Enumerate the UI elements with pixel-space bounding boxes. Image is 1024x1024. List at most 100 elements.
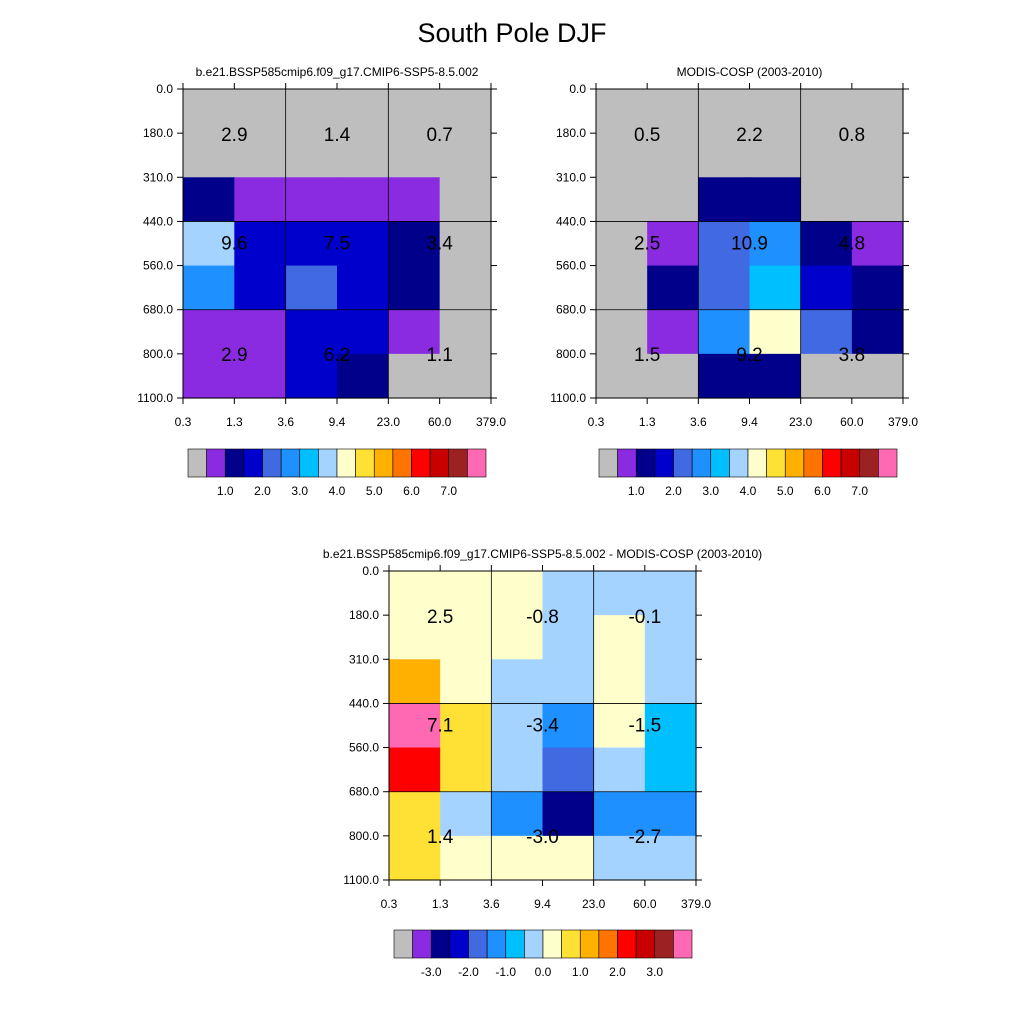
- heatmap-cell: [285, 353, 338, 399]
- heatmap-cell: [593, 747, 646, 793]
- heatmap-cell: [647, 265, 699, 311]
- colorbar-box: [393, 929, 413, 959]
- x-tick-label: 23.0: [377, 415, 401, 429]
- heatmap-cell: [234, 353, 287, 399]
- colorbar-box: [187, 448, 207, 478]
- heatmap-cell: [337, 353, 389, 399]
- colorbar-label: 2.0: [665, 484, 682, 498]
- y-tick-label: 560.0: [143, 259, 173, 273]
- y-tick-label: 560.0: [556, 259, 586, 273]
- colorbar-box: [747, 448, 767, 478]
- heatmap-cell: [698, 89, 751, 134]
- heatmap-cell: [491, 791, 544, 837]
- colorbar-label: 2.0: [609, 965, 626, 979]
- colorbar-box: [224, 448, 245, 478]
- colorbar-box: [654, 448, 674, 478]
- heatmap-cell: [183, 177, 235, 223]
- heatmap-cell: [439, 89, 492, 134]
- colorbar-box: [710, 448, 730, 478]
- heatmap-cell: [851, 89, 904, 134]
- colorbar-box: [691, 448, 712, 478]
- block-value-label: 2.9: [221, 125, 247, 146]
- heatmap-cell: [439, 309, 492, 355]
- heatmap-cell: [439, 221, 492, 267]
- y-tick-label: 1100.0: [137, 391, 173, 405]
- heatmap-cell: [389, 835, 441, 881]
- colorbar-box: [336, 448, 356, 478]
- heatmap-cell: [593, 571, 646, 616]
- x-tick-label: 379.0: [476, 415, 506, 429]
- y-tick-label: 560.0: [349, 741, 379, 755]
- x-tick-label: 379.0: [681, 897, 711, 911]
- heatmap-cell: [285, 133, 338, 178]
- heatmap-cell: [389, 615, 441, 660]
- heatmap-cell: [698, 221, 751, 267]
- heatmap-cell: [647, 89, 699, 134]
- x-tick-label: 0.3: [588, 415, 605, 429]
- block-value-label: 2.5: [427, 607, 453, 628]
- heatmap-cell: [388, 89, 441, 134]
- heatmap-cell: [440, 791, 492, 837]
- y-tick-label: 180.0: [143, 126, 173, 140]
- heatmap-cell: [593, 703, 646, 749]
- heatmap-cell: [440, 747, 492, 793]
- heatmap-cell: [285, 309, 338, 355]
- heatmap-cell: [647, 133, 699, 178]
- x-tick-label: 9.4: [329, 415, 346, 429]
- heatmap-cell: [698, 177, 751, 223]
- colorbar-box: [206, 448, 226, 478]
- heatmap-cell: [491, 835, 544, 881]
- heatmap-cell: [851, 221, 904, 267]
- heatmap-cell: [800, 221, 853, 267]
- panel-3: 0.3 1.3 3.6 9.4 23.0 60.0 379.0 0.0 180.0 310.0 44…: [323, 547, 762, 979]
- heatmap-cell: [388, 177, 441, 223]
- colorbar-label: 3.0: [646, 965, 663, 979]
- heatmap-cell: [851, 265, 904, 311]
- colorbar-box: [729, 448, 749, 478]
- x-tick-label: 23.0: [582, 897, 606, 911]
- x-tick-label: 3.6: [483, 897, 500, 911]
- y-tick-label: 440.0: [143, 214, 173, 228]
- heatmap-cell: [851, 309, 904, 355]
- y-tick-label: 440.0: [349, 696, 379, 710]
- heatmap-cell: [596, 353, 648, 399]
- block-value-label: 0.7: [426, 125, 452, 146]
- heatmap-cell: [800, 309, 853, 355]
- colorbar-box: [673, 929, 693, 959]
- block-value-label: 1.1: [426, 345, 452, 366]
- colorbar-box: [262, 448, 282, 478]
- colorbar: -3.0 -2.0 -1.0 0.0 1.0 2.0 3.0: [393, 929, 693, 979]
- x-tick-label: 23.0: [789, 415, 813, 429]
- x-tick-label: 60.0: [633, 897, 657, 911]
- colorbar-box: [859, 448, 879, 478]
- heatmap-cell: [234, 265, 287, 311]
- heatmap-cell: [851, 133, 904, 178]
- y-tick-label: 310.0: [143, 170, 173, 184]
- heatmap-cell: [388, 133, 441, 178]
- heatmap-cell: [800, 133, 853, 178]
- block-value-label: 3.8: [839, 345, 865, 366]
- heatmap-cell: [593, 615, 646, 660]
- heatmap-cell: [749, 89, 802, 134]
- colorbar-box: [467, 448, 487, 478]
- block-value-label: 2.2: [736, 125, 762, 146]
- heatmap-cell: [491, 571, 544, 616]
- colorbar-box: [355, 448, 375, 478]
- figure-title: South Pole DJF: [417, 18, 607, 48]
- heatmap-cell: [183, 221, 235, 267]
- heatmap-cell: [644, 747, 697, 793]
- colorbar-box: [524, 929, 544, 959]
- heatmap-cell: [749, 221, 802, 267]
- panel-title: b.e21.BSSP585cmip6.f09_g17.CMIP6-SSP5-8.…: [323, 547, 762, 561]
- colorbar-box: [411, 448, 431, 478]
- heatmap-cell: [337, 177, 389, 223]
- heatmap-cell: [644, 791, 697, 837]
- colorbar-box: [280, 448, 301, 478]
- heatmap-cell: [800, 353, 853, 399]
- block-value-label: 1.5: [634, 345, 660, 366]
- heatmap-cell: [491, 659, 544, 705]
- colorbar: 1.0 2.0 3.0 4.0 5.0 6.0 7.0: [598, 448, 898, 498]
- heatmap-cell: [234, 89, 287, 134]
- heatmap-cell: [644, 571, 697, 616]
